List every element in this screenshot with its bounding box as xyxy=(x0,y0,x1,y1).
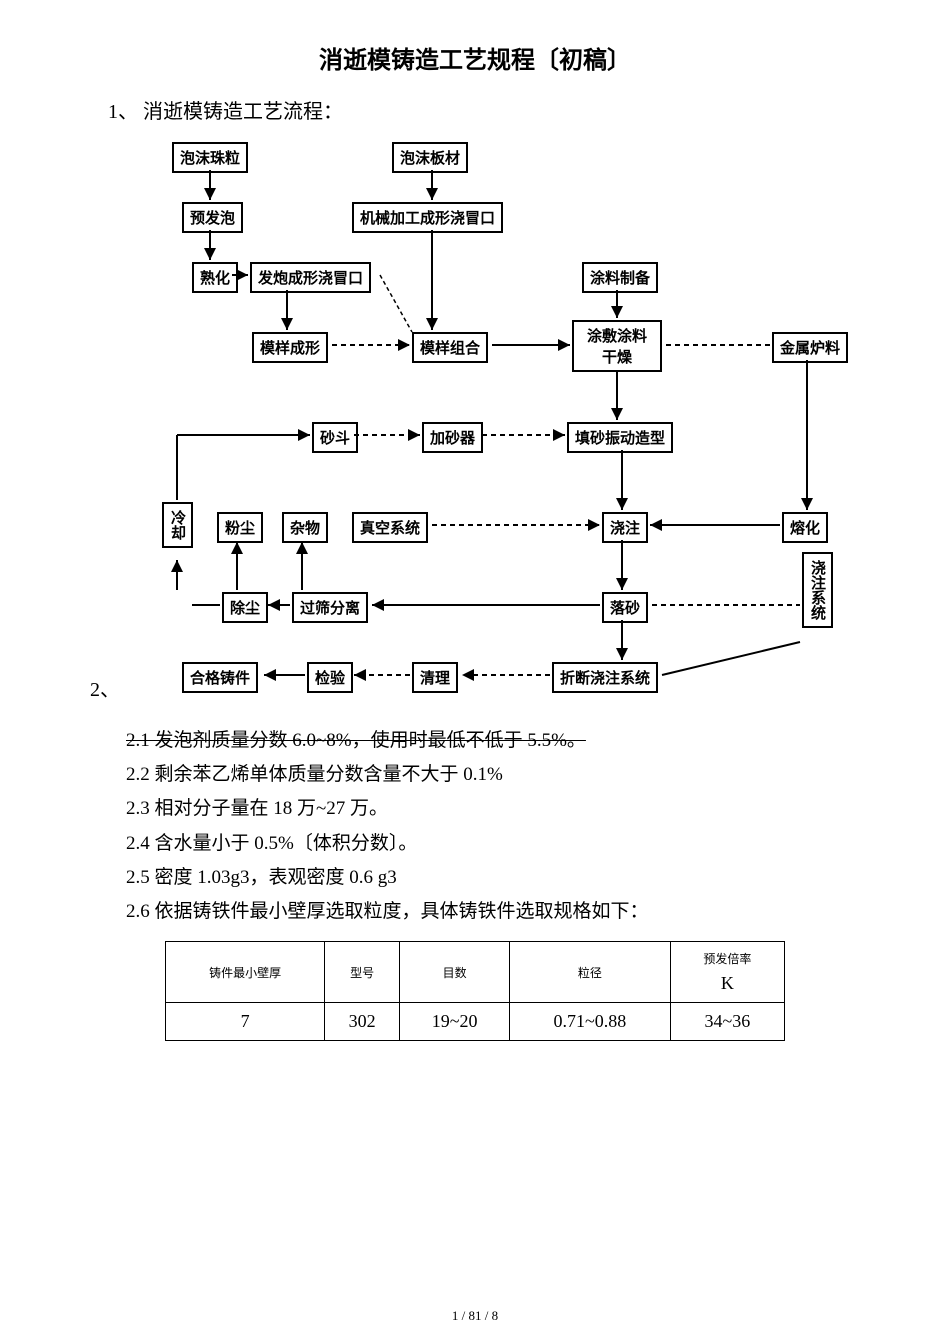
para-2-5: 2.5 密度 1.03g3，表观密度 0.6 g3 xyxy=(126,861,860,895)
node-break-gate: 折断浇注系统 xyxy=(552,662,658,693)
td-model: 302 xyxy=(325,1003,400,1041)
node-coating-prep: 涂料制备 xyxy=(582,262,658,293)
node-cool: 冷却 xyxy=(162,502,193,548)
node-foam-mold-riser: 发炮成形浇冒口 xyxy=(250,262,371,293)
para-2-2: 2.2 剩余苯乙烯单体质量分数含量不大于 0.1% xyxy=(126,758,860,792)
section-2-number: 2、 xyxy=(90,673,120,702)
diagram-wrap: 2、 泡沫珠粒 泡沫板材 预发泡 机械加工成形浇冒口 熟化 发炮成形浇冒口 涂料… xyxy=(90,142,860,712)
para-2-1: 2.1 发泡剂质量分数 6.0~8%，使用时最低不低于 5.5%。 xyxy=(126,724,860,758)
node-machine-riser: 机械加工成形浇冒口 xyxy=(352,202,503,233)
table-row: 7 302 19~20 0.71~0.88 34~36 xyxy=(166,1003,785,1041)
node-coat-dry: 涂敷涂料干燥 xyxy=(572,320,662,372)
td-mesh: 19~20 xyxy=(400,1003,510,1041)
node-foam-bead: 泡沫珠粒 xyxy=(172,142,248,173)
node-sand-adder: 加砂器 xyxy=(422,422,483,453)
th-ratio-k: K xyxy=(677,973,778,994)
page-title: 消逝模铸造工艺规程〔初稿〕 xyxy=(90,40,860,75)
th-model: 型号 xyxy=(325,942,400,1003)
node-vibration-mold: 填砂振动造型 xyxy=(567,422,673,453)
th-ratio-top: 预发倍率 xyxy=(677,950,778,967)
node-prefoam: 预发泡 xyxy=(182,202,243,233)
th-mesh: 目数 xyxy=(400,942,510,1003)
spec-table: 铸件最小壁厚 型号 目数 粒径 预发倍率 K 7 302 19~20 0.71~… xyxy=(165,941,785,1041)
node-vacuum: 真空系统 xyxy=(352,512,428,543)
node-dust: 粉尘 xyxy=(217,512,263,543)
para-2-3: 2.3 相对分子量在 18 万~27 万。 xyxy=(126,792,860,826)
node-melt: 熔化 xyxy=(782,512,828,543)
node-sand-bucket: 砂斗 xyxy=(312,422,358,453)
node-metal-charge: 金属炉料 xyxy=(772,332,848,363)
node-clean: 清理 xyxy=(412,662,458,693)
td-wall: 7 xyxy=(166,1003,325,1041)
node-dedust: 除尘 xyxy=(222,592,268,623)
para-2-4: 2.4 含水量小于 0.5%〔体积分数〕。 xyxy=(126,827,860,861)
node-foam-board: 泡沫板材 xyxy=(392,142,468,173)
spec-paragraphs: 2.1 发泡剂质量分数 6.0~8%，使用时最低不低于 5.5%。 2.2 剩余… xyxy=(126,724,860,929)
node-debris: 杂物 xyxy=(282,512,328,543)
node-pour-system-vert: 浇注系统 xyxy=(802,552,833,628)
node-ok-casting: 合格铸件 xyxy=(182,662,258,693)
node-pattern-assembly: 模样组合 xyxy=(412,332,488,363)
th-wall: 铸件最小壁厚 xyxy=(166,942,325,1003)
node-pour: 浇注 xyxy=(602,512,648,543)
th-size: 粒径 xyxy=(510,942,671,1003)
td-ratio: 34~36 xyxy=(670,1003,784,1041)
page-footer: 1 / 81 / 8 xyxy=(0,1308,950,1324)
node-inspect: 检验 xyxy=(307,662,353,693)
table-header-row: 铸件最小壁厚 型号 目数 粒径 预发倍率 K xyxy=(166,942,785,1003)
process-flowchart: 泡沫珠粒 泡沫板材 预发泡 机械加工成形浇冒口 熟化 发炮成形浇冒口 涂料制备 … xyxy=(132,142,860,712)
th-ratio: 预发倍率 K xyxy=(670,942,784,1003)
para-2-6: 2.6 依据铸铁件最小壁厚选取粒度，具体铸铁件选取规格如下： xyxy=(126,895,860,929)
node-mature: 熟化 xyxy=(192,262,238,293)
node-sieve: 过筛分离 xyxy=(292,592,368,623)
td-size: 0.71~0.88 xyxy=(510,1003,671,1041)
node-pattern-form: 模样成形 xyxy=(252,332,328,363)
section-1-heading: 1、 消逝模铸造工艺流程： xyxy=(108,95,860,124)
node-shakeout: 落砂 xyxy=(602,592,648,623)
